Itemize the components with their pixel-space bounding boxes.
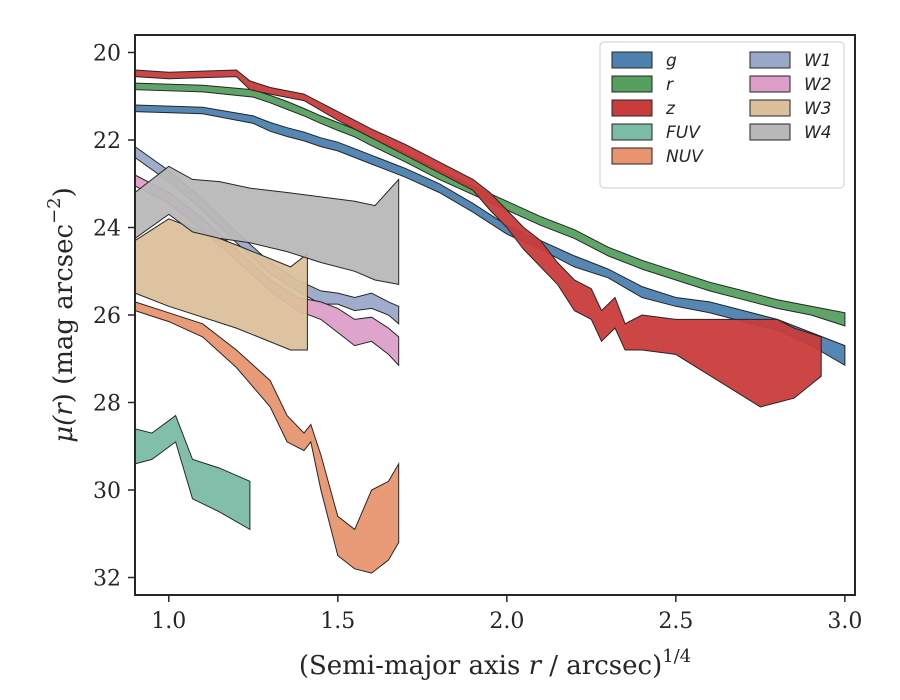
- band-nuv: [134, 301, 400, 574]
- y-tick-label: 24: [93, 217, 121, 242]
- y-tick-label: 26: [93, 304, 121, 329]
- x-tick-label: 2.0: [489, 609, 524, 634]
- band-z: [134, 69, 822, 408]
- legend-swatch-w1: [749, 51, 791, 69]
- legend-swatch-r: [611, 75, 653, 93]
- legend-label-nuv: NUV: [666, 147, 704, 167]
- y-tick-label: 28: [93, 392, 121, 417]
- legend: grz FUV NUV W1 W2 W3 W4: [599, 41, 845, 189]
- x-tick-label: 2.5: [658, 609, 693, 634]
- legend-swatch-w3: [749, 99, 791, 117]
- x-tick-label: 1.5: [320, 609, 355, 634]
- series-layer: [134, 69, 846, 574]
- legend-label-z: z: [665, 99, 676, 119]
- legend-label-w1: W1: [804, 51, 832, 71]
- band-fuv: [134, 414, 251, 531]
- ticks-layer: 1.0 1.5 2.0 2.5 3.0 20 22 24 26 28 30 32: [93, 42, 862, 635]
- legend-label-g: g: [666, 51, 677, 71]
- legend-label-w2: W2: [804, 75, 832, 95]
- legend-swatch-nuv: [611, 147, 653, 165]
- y-axis-label: μ(r) (mag arcsec−2): [44, 187, 79, 443]
- band-w4: [134, 165, 400, 286]
- x-axis-label: (Semi-major axis r / arcsec)1/4: [299, 646, 691, 681]
- legend-swatch-w2: [749, 75, 791, 93]
- x-tick-label: 1.0: [151, 609, 186, 634]
- y-tick-label: 30: [93, 479, 121, 504]
- legend-swatch-z: [611, 99, 653, 117]
- legend-label-w3: W3: [804, 99, 832, 119]
- y-tick-label: 22: [93, 129, 121, 154]
- legend-swatch-g: [611, 51, 653, 69]
- band-g: [134, 104, 846, 367]
- legend-label-fuv: FUV: [666, 123, 701, 143]
- legend-swatch-fuv: [611, 123, 653, 141]
- y-tick-label: 32: [93, 567, 121, 592]
- y-tick-label: 20: [93, 42, 121, 67]
- legend-label-r: r: [666, 75, 674, 95]
- legend-swatch-w4: [749, 123, 791, 141]
- x-tick-label: 3.0: [827, 609, 862, 634]
- legend-label-w4: W4: [804, 123, 832, 143]
